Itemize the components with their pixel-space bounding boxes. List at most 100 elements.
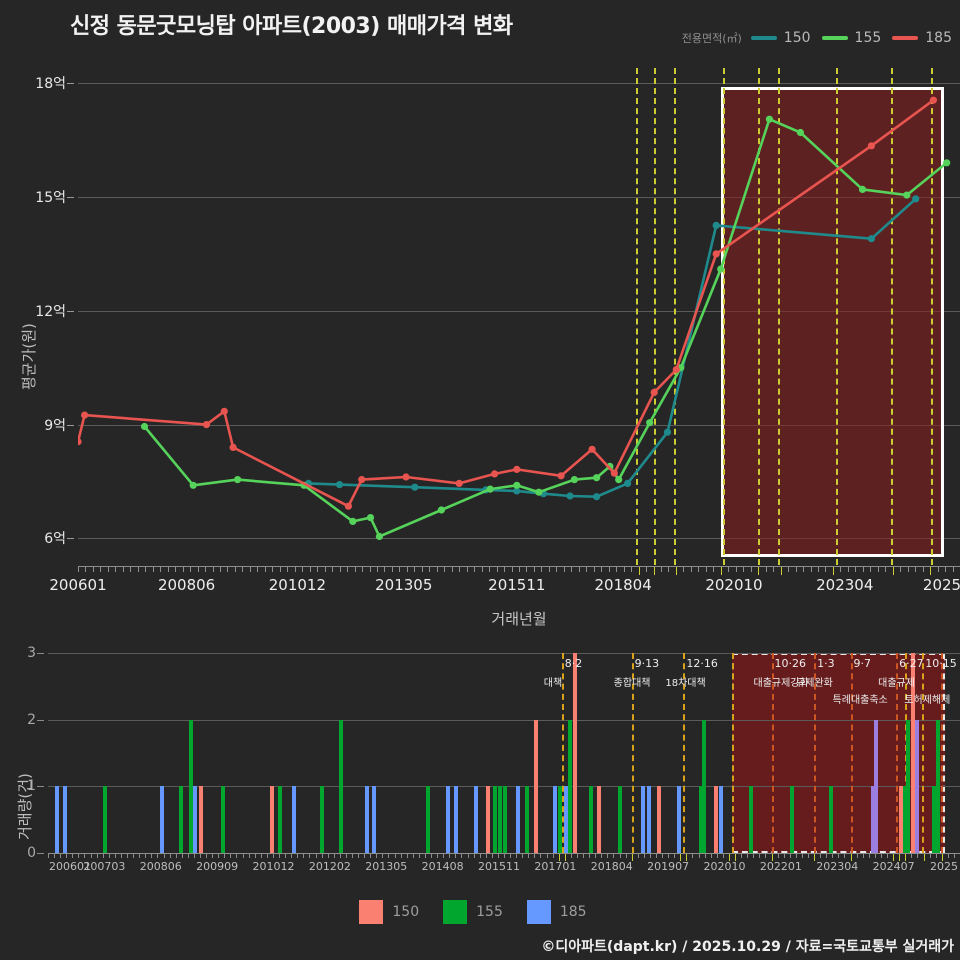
volume-x-minor-tick <box>826 854 828 858</box>
volume-x-minor-tick <box>279 854 281 858</box>
volume-x-axis: 200601 200703 200806 200909 201012 201202 2013… <box>48 853 960 879</box>
price-point-185 <box>202 421 211 429</box>
volume-x-minor-tick <box>157 854 159 858</box>
price-x-minor-tick <box>877 567 879 572</box>
volume-x-minor-tick <box>60 854 62 858</box>
volume-x-minor-tick <box>528 854 530 858</box>
volume-x-minor-tick <box>437 854 439 858</box>
volume-x-minor-tick <box>850 854 852 861</box>
price-x-minor-tick <box>376 567 378 572</box>
volume-x-minor-tick <box>339 854 341 858</box>
legend-box-155 <box>443 900 468 924</box>
price-x-tick-label: 200806 <box>157 576 216 594</box>
volume-x-minor-tick <box>412 854 414 858</box>
price-x-minor-tick <box>421 567 423 572</box>
price-y-axis: 6억 9억 12억 15억 18억 <box>0 68 74 565</box>
price-x-minor-tick <box>653 567 655 575</box>
volume-x-minor-tick <box>558 854 560 861</box>
price-x-minor-tick <box>892 567 894 575</box>
volume-x-minor-tick <box>54 854 56 858</box>
volume-x-minor-tick <box>291 854 293 858</box>
price-x-minor-tick <box>945 567 947 572</box>
volume-bar <box>557 786 562 853</box>
price-x-minor-tick <box>885 567 887 572</box>
price-x-minor-tick <box>212 567 214 572</box>
volume-x-minor-tick <box>747 854 749 858</box>
price-x-minor-tick <box>690 567 692 572</box>
price-y-tick <box>67 310 74 312</box>
volume-bar <box>534 719 539 853</box>
volume-event-vline <box>905 653 908 853</box>
price-x-minor-tick <box>309 567 311 572</box>
price-point-185 <box>81 411 89 419</box>
price-x-minor-tick <box>197 567 199 572</box>
volume-bar <box>910 653 915 853</box>
volume-x-minor-tick <box>589 854 591 858</box>
price-point-155 <box>570 476 578 484</box>
price-point-185 <box>867 142 876 150</box>
volume-y-tick <box>37 786 44 788</box>
price-point-185 <box>557 472 565 480</box>
volume-x-minor-tick <box>72 854 74 858</box>
price-x-minor-tick <box>115 567 117 572</box>
price-point-150 <box>912 195 920 203</box>
price-x-minor-tick <box>661 567 663 572</box>
volume-x-tick-label: 201202 <box>308 860 351 873</box>
volume-x-minor-tick <box>120 854 122 858</box>
volume-x-minor-tick <box>212 854 214 858</box>
volume-x-minor-tick <box>887 854 889 858</box>
price-point-155 <box>349 517 357 525</box>
volume-bar <box>718 786 723 853</box>
price-x-minor-tick <box>414 567 416 572</box>
price-point-155 <box>796 128 805 137</box>
price-x-minor-tick <box>675 567 677 575</box>
price-gridline <box>78 196 960 198</box>
volume-x-minor-tick <box>838 854 840 858</box>
price-event-vline <box>636 68 639 565</box>
price-x-minor-tick <box>466 567 468 572</box>
volume-x-minor-tick <box>546 854 548 858</box>
price-point-155 <box>375 532 383 541</box>
price-point-185 <box>358 476 366 484</box>
volume-x-minor-tick <box>923 854 925 861</box>
volume-x-minor-tick <box>285 854 287 858</box>
price-x-minor-tick <box>571 567 573 572</box>
volume-gridline <box>48 653 960 654</box>
volume-x-minor-tick <box>491 854 493 858</box>
volume-bar <box>192 786 197 853</box>
price-event-vline <box>674 68 677 565</box>
price-point-150 <box>593 493 601 501</box>
volume-x-minor-tick <box>163 854 165 858</box>
price-x-minor-tick <box>167 567 169 572</box>
price-point-185 <box>402 473 410 481</box>
price-x-tick-label: 202010 <box>705 576 763 594</box>
price-x-minor-tick <box>765 567 767 572</box>
price-point-185 <box>672 366 680 374</box>
price-point-155 <box>366 514 375 522</box>
price-x-minor-tick <box>646 567 648 572</box>
volume-x-tick-label: 202201 <box>759 860 802 873</box>
volume-x-minor-tick <box>424 854 426 858</box>
volume-x-minor-tick <box>388 854 390 858</box>
price-line-185 <box>78 99 935 508</box>
price-y-tick <box>67 196 74 198</box>
volume-x-minor-tick <box>272 854 274 858</box>
price-x-tick-label: 202304 <box>816 576 874 594</box>
volume-event-vline <box>940 653 943 853</box>
volume-x-minor-tick <box>84 854 86 858</box>
volume-y-axis: 0 1 2 3 <box>0 645 44 861</box>
volume-x-minor-tick <box>631 854 633 861</box>
volume-x-minor-tick <box>303 854 305 858</box>
top-legend-title: 전용면적(㎡) <box>681 32 742 45</box>
volume-x-minor-tick <box>479 854 481 858</box>
price-point-155 <box>535 488 543 496</box>
footer-credit: ©디아파트(dapt.kr) / 2025.10.29 / 자료=국토교통부 실… <box>541 939 954 955</box>
volume-x-minor-tick <box>133 854 135 858</box>
price-point-185 <box>650 388 658 396</box>
price-x-minor-tick <box>608 567 610 572</box>
price-x-minor-tick <box>264 567 266 572</box>
volume-bar <box>640 786 645 853</box>
volume-x-minor-tick <box>832 854 834 858</box>
volume-x-minor-tick <box>728 854 730 861</box>
price-y-tick-label: 18억 <box>35 76 66 93</box>
